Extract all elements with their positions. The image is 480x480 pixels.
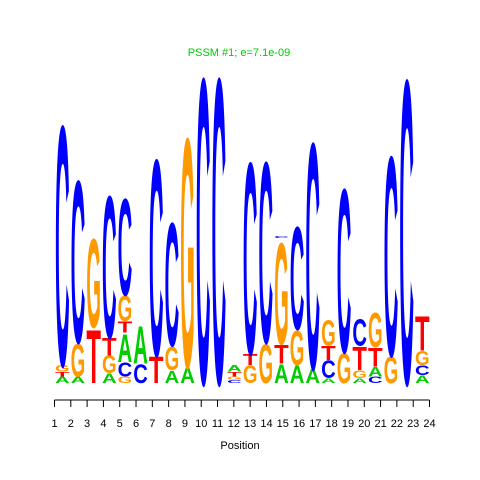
logo-letter-c-pos-11: C xyxy=(212,0,227,476)
x-tick-label-24: 24 xyxy=(423,418,435,430)
logo-letter-a-pos-4: A xyxy=(102,371,117,387)
logo-letter-t-pos-20: T xyxy=(352,341,367,378)
logo-letter-c-pos-22: C xyxy=(384,97,399,416)
logo-letter-c-pos-13: C xyxy=(243,107,258,413)
logo-letter-g-pos-12: G xyxy=(227,376,242,381)
logo-letter-g-pos-16: G xyxy=(290,320,305,375)
logo-letter-c-pos-24: C xyxy=(415,362,430,378)
logo-letter-a-pos-2: A xyxy=(71,376,86,386)
logo-letter-t-pos-18: T xyxy=(321,342,336,365)
logo-letter-c-pos-16: C xyxy=(290,198,305,362)
logo-letter-c-pos-20: C xyxy=(352,312,367,354)
logo-letter-a-pos-15: A xyxy=(274,360,289,389)
x-tick-label-6: 6 xyxy=(133,418,139,430)
x-tick-label-18: 18 xyxy=(326,418,338,430)
logo-letter-t-pos-3: T xyxy=(86,314,101,399)
x-tick-label-3: 3 xyxy=(84,418,90,430)
logo-letter-a-pos-5: A xyxy=(118,325,133,370)
logo-letter-g-pos-9: G xyxy=(180,72,195,438)
x-tick-label-5: 5 xyxy=(117,418,123,430)
x-tick-label-12: 12 xyxy=(228,418,240,430)
x-tick-label-2: 2 xyxy=(68,418,74,430)
logo-letter-c-pos-7: C xyxy=(149,101,164,416)
logo-letter-c-pos-1: C xyxy=(55,54,70,438)
logo-letter-t-pos-21: T xyxy=(368,343,383,373)
logo-letter-c-pos-5: C xyxy=(118,360,133,382)
logo-letter-c-pos-10: C xyxy=(196,0,211,476)
x-tick-label-20: 20 xyxy=(358,418,370,430)
logo-letter-c-pos-12: C xyxy=(227,379,242,384)
x-tick-label-7: 7 xyxy=(149,418,155,430)
x-tick-label-14: 14 xyxy=(260,418,272,430)
logo-letter-g-pos-8: G xyxy=(165,339,180,377)
logo-letter-a-pos-17: A xyxy=(305,366,320,388)
logo-letter-t-pos-4: T xyxy=(102,334,117,361)
logo-letter-t-pos-5: T xyxy=(118,319,133,336)
logo-letter-c-pos-23: C xyxy=(399,0,414,476)
logo-letter-c-pos-14: C xyxy=(258,108,273,397)
logo-letter-t-pos-12: T xyxy=(227,370,242,378)
x-tick-label-10: 10 xyxy=(195,418,207,430)
logo-letter-g-pos-1: G xyxy=(55,364,70,374)
x-tick-label-13: 13 xyxy=(244,418,256,430)
logo-letter-g-pos-24: G xyxy=(415,347,430,370)
logo-letter-a-pos-16: A xyxy=(290,361,305,388)
x-tick-label-19: 19 xyxy=(342,418,354,430)
logo-letter-c-pos-21: C xyxy=(368,376,383,386)
logo-letter-g-pos-5: G xyxy=(118,376,133,386)
logo-letter-a-pos-8: A xyxy=(165,368,180,388)
x-tick-label-16: 16 xyxy=(293,418,305,430)
x-tick-label-1: 1 xyxy=(51,418,57,430)
logo-letter-t-pos-7: T xyxy=(149,348,164,391)
logo-letter-c-pos-15: C xyxy=(274,236,289,238)
logo-letter-t-pos-1: T xyxy=(55,370,70,378)
logo-letter-g-pos-22: G xyxy=(384,350,399,392)
logo-letter-t-pos-24: T xyxy=(415,307,430,362)
logo-letter-g-pos-5: G xyxy=(118,290,133,330)
logo-letter-g-pos-19: G xyxy=(337,344,352,392)
logo-letter-c-pos-5: C xyxy=(118,169,133,324)
x-tick-label-8: 8 xyxy=(166,418,172,430)
x-tick-label-17: 17 xyxy=(309,418,321,430)
logo-letter-c-pos-18: C xyxy=(321,356,336,383)
logo-letter-g-pos-21: G xyxy=(368,302,383,357)
logo-letter-a-pos-24: A xyxy=(415,373,430,385)
logo-letter-a-pos-9: A xyxy=(180,363,195,388)
x-axis: 1 2 3 4 5 6 7 8 9 10 11 12 13 14 15 16 17 18 19 20 21 22 23 24 xyxy=(51,399,436,430)
x-tick-label-9: 9 xyxy=(182,418,188,430)
logo-letter-c-pos-8: C xyxy=(165,185,180,383)
logo-letter-g-pos-13: G xyxy=(243,361,258,389)
logo-letter-c-pos-4: C xyxy=(102,153,117,381)
logo-letter-a-pos-20: A xyxy=(352,377,367,385)
logo-letter-c-pos-2: C xyxy=(71,132,86,391)
logo-letter-t-pos-15: T xyxy=(274,340,289,370)
logo-letter-g-pos-4: G xyxy=(102,351,117,379)
x-tick-label-4: 4 xyxy=(100,418,106,430)
logo-letter-g-pos-2: G xyxy=(71,334,86,387)
logo-letter-g-pos-3: G xyxy=(86,214,101,355)
x-tick-label-21: 21 xyxy=(374,418,386,430)
x-tick-label-15: 15 xyxy=(277,418,289,430)
logo-letter-g-pos-14: G xyxy=(258,332,273,395)
chart-title: PSSM #1; e=7.1e-09 xyxy=(188,47,290,59)
logo-letter-g-pos-15: G xyxy=(274,212,289,375)
x-tick-label-22: 22 xyxy=(391,418,403,430)
logo-letter-a-pos-18: A xyxy=(321,377,336,385)
logo-letter-a-pos-6: A xyxy=(133,314,148,375)
x-axis-label: Position xyxy=(220,440,259,452)
logo-letter-a-pos-12: A xyxy=(227,364,242,374)
logo-letter-a-pos-21: A xyxy=(368,364,383,380)
logo-letter-c-pos-6: C xyxy=(133,360,148,389)
logo-letter-a-pos-1: A xyxy=(55,376,70,386)
logo-letter-c-pos-17: C xyxy=(305,75,320,438)
logo-letter-g-pos-20: G xyxy=(352,369,367,381)
x-tick-label-23: 23 xyxy=(407,418,419,430)
x-tick-label-11: 11 xyxy=(212,418,223,430)
logo-letter-c-pos-19: C xyxy=(337,141,352,403)
logo-letter-t-pos-13: T xyxy=(243,352,258,369)
logo-letter-g-pos-18: G xyxy=(321,314,336,354)
